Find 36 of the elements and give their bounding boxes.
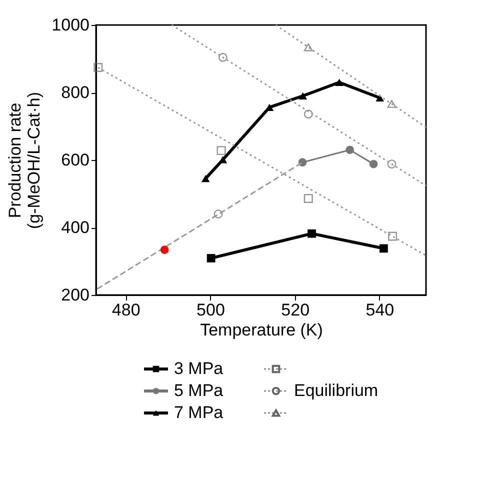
- y-tick-label: 200: [61, 286, 90, 304]
- point: [304, 194, 313, 203]
- point: [380, 244, 388, 253]
- y-tick-label: 800: [61, 83, 90, 102]
- y-axis-title: Production rate (g-MeOH/L-Cat·h): [6, 92, 44, 229]
- point: [298, 158, 307, 167]
- point: [308, 229, 316, 238]
- point: [298, 92, 308, 100]
- legend-label: 7 MPa: [174, 403, 224, 422]
- point: [304, 43, 313, 52]
- legend-label: Equilibrium: [294, 381, 378, 400]
- point: [206, 254, 216, 262]
- point: [388, 232, 398, 241]
- point: [94, 63, 103, 72]
- point: [160, 246, 169, 254]
- point: [214, 210, 223, 218]
- point: [216, 146, 226, 156]
- x-tick-label: 520: [281, 300, 310, 320]
- x-tick-label: 540: [366, 300, 394, 320]
- point: [387, 160, 396, 169]
- x-tick-label: 480: [112, 300, 140, 320]
- point: [335, 78, 344, 86]
- y-tick-label: 400: [61, 218, 90, 237]
- point: [218, 52, 228, 62]
- point: [201, 174, 210, 182]
- point: [369, 160, 378, 168]
- x-tick-label: 500: [196, 300, 225, 320]
- legend-label: 5 MPa: [174, 381, 224, 400]
- point: [387, 100, 396, 108]
- point: [304, 110, 313, 119]
- y-tick-label: 600: [61, 150, 90, 170]
- legend-label: 3 MPa: [174, 359, 224, 378]
- point: [376, 94, 384, 102]
- x-axis-title: Temperature (K): [200, 320, 323, 340]
- y-tick-label: 1000: [52, 16, 90, 34]
- point: [346, 146, 354, 154]
